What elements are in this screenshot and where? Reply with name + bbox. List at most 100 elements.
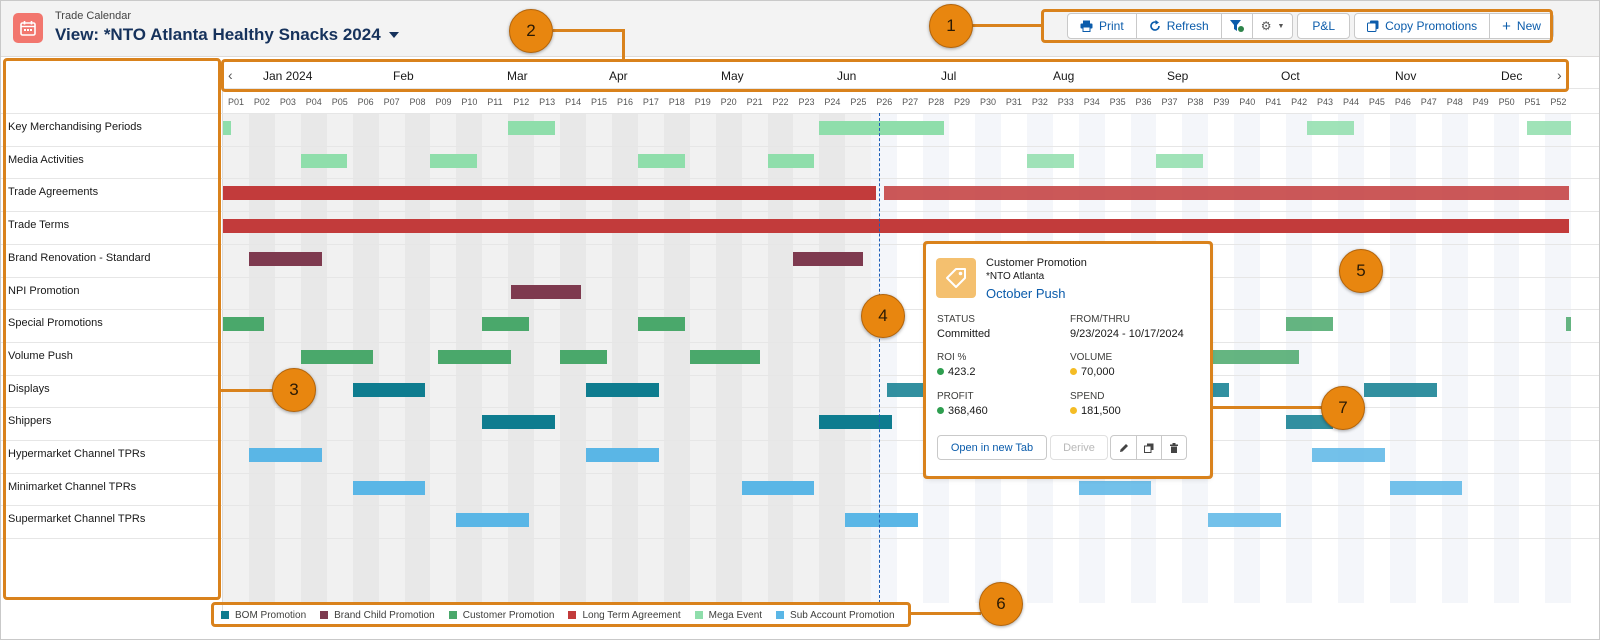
open-in-new-tab-button[interactable]: Open in new Tab [937,435,1047,460]
row-divider [1,211,1599,213]
month-label: Dec [1501,69,1523,83]
annotation-line-3 [221,389,273,392]
promotion-bar[interactable] [884,186,1569,201]
promotion-bar[interactable] [248,448,322,462]
row-label: Minimarket Channel TPRs [8,480,137,493]
pencil-icon [1119,443,1128,452]
period-label: P21 [746,97,763,107]
profit-value-row: 368,460 [937,405,988,417]
promotion-bar[interactable] [430,153,478,168]
promotion-bar[interactable] [845,513,918,528]
copy-promotions-button[interactable]: Copy Promotions [1355,14,1489,38]
promotion-bar[interactable] [482,317,529,332]
promotion-bar[interactable] [1566,317,1572,332]
promotion-bar[interactable] [1208,513,1281,528]
promotion-bar[interactable] [586,448,659,462]
month-label: Feb [393,69,414,83]
delete-button[interactable] [1161,436,1186,459]
promotion-bar[interactable] [1306,121,1354,135]
pl-button[interactable]: P&L [1298,14,1349,38]
period-label: P34 [1083,97,1100,107]
promotion-bar[interactable] [793,251,864,266]
promotion-bar[interactable] [223,121,231,135]
promotion-bar[interactable] [819,121,944,135]
promotion-bar[interactable] [223,317,265,332]
promotion-bar[interactable] [1208,349,1300,364]
edit-button[interactable] [1111,436,1136,459]
toolbar-group-create: Copy Promotions + New [1354,13,1554,39]
promotion-bar[interactable] [1026,153,1074,168]
period-label: P11 [487,97,503,107]
promotion-bar[interactable] [223,186,877,201]
promotion-bar[interactable] [1527,121,1572,135]
volume-label: VOLUME [1070,352,1113,363]
view-dropdown-caret-icon[interactable] [389,32,399,38]
row-divider [1,505,1599,507]
promotion-bar[interactable] [352,480,426,495]
chevron-left-icon[interactable]: ‹ [228,67,233,83]
row-labels-panel: Key Merchandising Periods Media Activitie… [1,63,223,611]
promotion-name-link[interactable]: October Push [986,286,1066,301]
promotion-bar[interactable] [508,121,555,135]
chevron-right-icon[interactable]: › [1557,67,1562,83]
promotion-bar[interactable] [741,480,815,495]
period-label: P13 [539,97,556,107]
settings-button[interactable]: ⚙ ▼ [1251,14,1293,38]
print-button[interactable]: Print [1068,14,1136,38]
promotion-bar[interactable] [352,382,426,397]
promotion-bar[interactable] [1156,153,1204,168]
new-button[interactable]: + New [1489,14,1553,38]
promotion-bar[interactable] [1312,448,1385,462]
promotion-bar[interactable] [767,153,815,168]
copy-button[interactable] [1136,436,1161,459]
legend-item: BOM Promotion [221,610,306,621]
promotion-bar[interactable] [510,284,581,299]
callout-4: 4 [861,294,905,338]
promotion-bar[interactable] [482,415,555,430]
promotion-bar[interactable] [637,153,685,168]
promotion-bar[interactable] [689,349,760,364]
promotion-bar[interactable] [1286,415,1333,430]
period-label: P31 [1005,97,1022,107]
legend-item: Long Term Agreement [568,610,681,621]
row-divider [1,276,1599,278]
promotion-bar[interactable] [819,415,892,430]
legend-swatch [776,611,785,619]
period-label: P01 [228,97,245,107]
period-label: P33 [1057,97,1074,107]
annotation-line-2v [622,29,625,61]
promotion-bar[interactable] [223,219,1569,234]
promotion-bar[interactable] [586,382,659,397]
promotion-bar[interactable] [1208,382,1230,397]
profit-value: 368,460 [948,405,988,417]
promotion-bar[interactable] [1363,382,1437,397]
view-title[interactable]: View: *NTO Atlanta Healthy Snacks 2024 [55,25,381,44]
promotion-bar[interactable] [438,349,511,364]
period-label: P44 [1342,97,1359,107]
promotion-bar[interactable] [1389,480,1463,495]
promotion-bar[interactable] [637,317,685,332]
row-label: Media Activities [8,153,84,166]
promotion-bar[interactable] [1078,480,1152,495]
period-label: P23 [798,97,815,107]
promotion-bar[interactable] [456,513,529,528]
row-label: Supermarket Channel TPRs [8,513,146,526]
promotion-bar[interactable] [560,349,607,364]
promotion-bar[interactable] [300,349,374,364]
refresh-button[interactable]: Refresh [1135,14,1221,38]
promotion-bar[interactable] [886,382,924,397]
period-label: P10 [461,97,478,107]
promotion-bar[interactable] [300,153,348,168]
promotion-bar[interactable] [248,251,322,266]
filter-button[interactable] [1220,14,1252,38]
legend-label: Mega Event [708,609,763,621]
refresh-icon [1149,20,1160,31]
promotion-bar[interactable] [1286,317,1333,332]
period-label: P27 [902,97,919,107]
legend-swatch [568,611,577,619]
period-label: P16 [616,97,633,107]
row-divider [1,113,1599,114]
row-divider [1,341,1599,343]
month-label: Aug [1053,69,1075,83]
derive-button[interactable]: Derive [1050,435,1108,460]
